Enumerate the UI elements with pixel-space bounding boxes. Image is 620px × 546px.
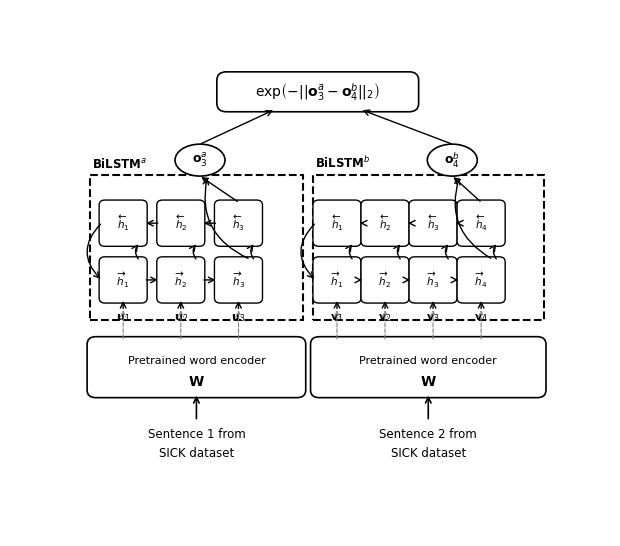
FancyBboxPatch shape: [311, 337, 546, 397]
FancyBboxPatch shape: [157, 200, 205, 246]
Text: $\mathbf{o}_4^b$: $\mathbf{o}_4^b$: [445, 150, 460, 170]
FancyBboxPatch shape: [99, 257, 147, 303]
Text: $\overrightarrow{h}_{\,1}$: $\overrightarrow{h}_{\,1}$: [330, 270, 344, 289]
FancyBboxPatch shape: [457, 257, 505, 303]
Text: Sentence 2 from
SICK dataset: Sentence 2 from SICK dataset: [379, 428, 477, 460]
FancyBboxPatch shape: [313, 200, 361, 246]
Text: $\overrightarrow{h}_{\,1}$: $\overrightarrow{h}_{\,1}$: [116, 270, 130, 289]
Text: $\mathbf{o}_3^a$: $\mathbf{o}_3^a$: [192, 151, 208, 169]
Text: $\overrightarrow{h}_{\,3}$: $\overrightarrow{h}_{\,3}$: [231, 270, 246, 289]
Text: $\overrightarrow{h}_{\,3}$: $\overrightarrow{h}_{\,3}$: [426, 270, 440, 289]
Text: Pretrained word encoder: Pretrained word encoder: [128, 355, 265, 366]
Text: $\overrightarrow{h}_{\,2}$: $\overrightarrow{h}_{\,2}$: [378, 270, 392, 289]
FancyBboxPatch shape: [361, 200, 409, 246]
FancyBboxPatch shape: [217, 72, 418, 112]
Text: BiLSTM$^b$: BiLSTM$^b$: [316, 156, 371, 171]
Bar: [89, 175, 303, 320]
Text: $\mathbf{v}_4$: $\mathbf{v}_4$: [474, 312, 488, 324]
Text: $\mathbf{u}_3$: $\mathbf{u}_3$: [231, 312, 246, 324]
Text: $\mathbf{u}_1$: $\mathbf{u}_1$: [116, 312, 130, 324]
FancyBboxPatch shape: [457, 200, 505, 246]
FancyBboxPatch shape: [215, 257, 262, 303]
Text: $\overleftarrow{h}_4$: $\overleftarrow{h}_4$: [475, 213, 487, 233]
Text: $\mathrm{exp}\left(-||\mathbf{o}_3^a - \mathbf{o}_4^b||_2\right)$: $\mathrm{exp}\left(-||\mathbf{o}_3^a - \…: [255, 81, 380, 103]
Ellipse shape: [175, 144, 225, 176]
Text: $\overleftarrow{h}_2$: $\overleftarrow{h}_2$: [379, 213, 391, 233]
Text: $\mathbf{W}$: $\mathbf{W}$: [188, 375, 205, 389]
Text: BiLSTM$^a$: BiLSTM$^a$: [92, 157, 147, 171]
Text: Sentence 1 from
SICK dataset: Sentence 1 from SICK dataset: [148, 428, 246, 460]
FancyBboxPatch shape: [313, 257, 361, 303]
Text: $\mathbf{v}_1$: $\mathbf{v}_1$: [330, 312, 343, 324]
FancyBboxPatch shape: [409, 257, 457, 303]
Text: Pretrained word encoder: Pretrained word encoder: [360, 355, 497, 366]
FancyBboxPatch shape: [215, 200, 262, 246]
FancyBboxPatch shape: [361, 257, 409, 303]
FancyBboxPatch shape: [157, 257, 205, 303]
Ellipse shape: [427, 144, 477, 176]
Text: $\mathbf{v}_2$: $\mathbf{v}_2$: [378, 312, 392, 324]
Text: $\mathbf{v}_3$: $\mathbf{v}_3$: [427, 312, 440, 324]
Text: $\overrightarrow{h}_{\,2}$: $\overrightarrow{h}_{\,2}$: [174, 270, 188, 289]
Text: $\overleftarrow{h}_1$: $\overleftarrow{h}_1$: [330, 213, 343, 233]
Text: $\overrightarrow{h}_{\,4}$: $\overrightarrow{h}_{\,4}$: [474, 270, 488, 289]
FancyBboxPatch shape: [87, 337, 306, 397]
Bar: [313, 175, 544, 320]
Text: $\overleftarrow{h}_3$: $\overleftarrow{h}_3$: [232, 213, 245, 233]
Text: $\overleftarrow{h}_2$: $\overleftarrow{h}_2$: [175, 213, 187, 233]
Text: $\mathbf{W}$: $\mathbf{W}$: [420, 375, 436, 389]
FancyBboxPatch shape: [409, 200, 457, 246]
Text: $\mathbf{u}_2$: $\mathbf{u}_2$: [174, 312, 188, 324]
Text: $\overleftarrow{h}_3$: $\overleftarrow{h}_3$: [427, 213, 440, 233]
Text: $\overleftarrow{h}_1$: $\overleftarrow{h}_1$: [117, 213, 130, 233]
FancyBboxPatch shape: [99, 200, 147, 246]
